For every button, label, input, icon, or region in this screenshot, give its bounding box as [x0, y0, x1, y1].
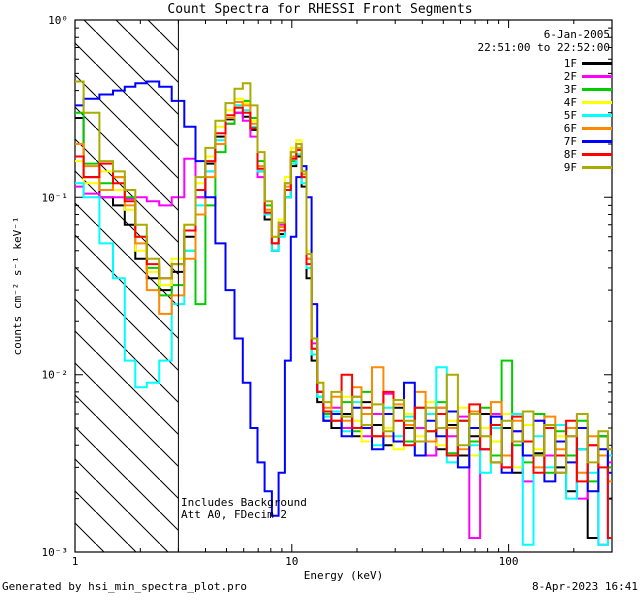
legend-swatch: [582, 153, 612, 156]
y-tick-label: 10⁻¹: [42, 191, 69, 204]
note-attenuator-state: Att A0, FDecim 2: [181, 508, 287, 521]
legend-item: 8F: [564, 148, 612, 161]
legend-item: 5F: [564, 109, 612, 122]
date-label: 6-Jan-2005: [543, 28, 610, 41]
legend-item: 3F: [564, 83, 612, 96]
legend-label: 4F: [563, 96, 577, 109]
x-tick-label: 1: [72, 555, 79, 568]
legend-label: 2F: [563, 70, 577, 83]
legend-label: 8F: [563, 148, 577, 161]
generated-by-label: Generated by hsi_min_spectra_plot.pro: [2, 580, 248, 593]
time-range-label: 22:51:00 to 22:52:00: [477, 41, 610, 54]
legend-swatch: [582, 62, 612, 65]
x-axis-label: Energy (keV): [303, 569, 384, 582]
y-tick-label: 10⁰: [48, 14, 68, 27]
legend-label: 9F: [563, 161, 577, 174]
legend-item: 9F: [564, 161, 612, 174]
render-timestamp-label: 8-Apr-2023 16:41: [532, 580, 638, 593]
legend-item: 1F: [564, 57, 612, 70]
legend-swatch: [582, 101, 612, 104]
legend-swatch: [582, 166, 612, 169]
x-tick-label: 100: [499, 555, 519, 568]
series-line-9F: [75, 80, 612, 474]
y-tick-label: 10⁻²: [42, 369, 69, 382]
chart-title: Count Spectra for RHESSI Front Segments: [167, 2, 473, 17]
legend-label: 1F: [563, 57, 577, 70]
note-includes-background: Includes Background: [181, 496, 307, 509]
y-tick-label: 10⁻³: [42, 546, 69, 559]
legend: 1F 2F 3F 4F 5F 6F 7F 8F 9F: [564, 57, 612, 174]
series-group: [75, 80, 612, 546]
legend-label: 3F: [563, 83, 577, 96]
plot-frame: [74, 19, 613, 553]
legend-label: 6F: [563, 122, 577, 135]
legend-swatch: [582, 88, 612, 91]
legend-item: 4F: [564, 96, 612, 109]
legend-item: 6F: [564, 122, 612, 135]
legend-swatch: [582, 140, 612, 143]
x-tick-label: 10: [285, 555, 298, 568]
legend-label: 7F: [563, 135, 577, 148]
legend-item: 7F: [564, 135, 612, 148]
legend-swatch: [582, 75, 612, 78]
legend-label: 5F: [563, 109, 577, 122]
y-axis-label: counts cm⁻² s⁻¹ keV⁻¹: [11, 216, 24, 356]
legend-item: 2F: [564, 70, 612, 83]
legend-swatch: [582, 127, 612, 130]
legend-swatch: [582, 114, 612, 117]
